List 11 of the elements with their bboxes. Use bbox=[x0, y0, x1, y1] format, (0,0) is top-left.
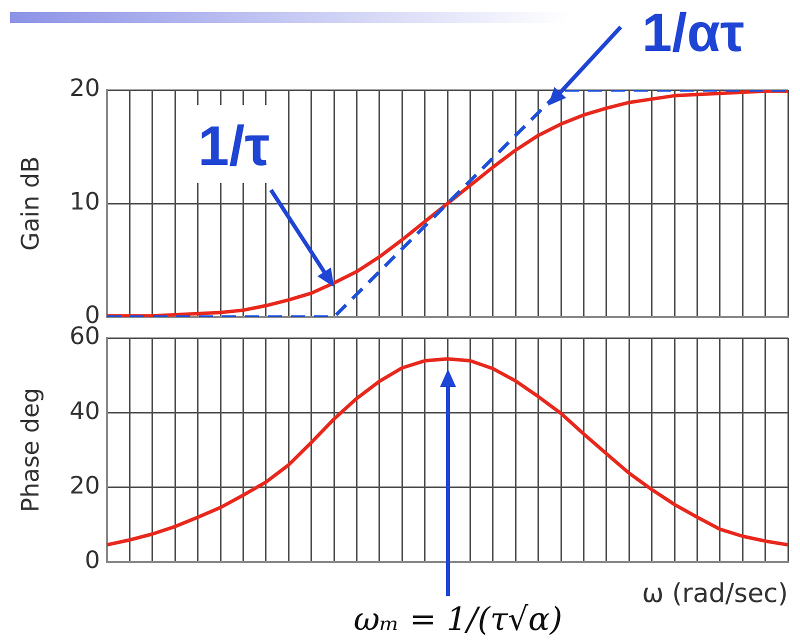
y-tick-label: 40 bbox=[69, 396, 100, 425]
text: 1/ατ bbox=[642, 3, 744, 63]
y-tick-label: 20 bbox=[69, 472, 100, 500]
annotation: 1/τ bbox=[198, 114, 270, 177]
text: ωₘ = 1/(τ√α) bbox=[354, 600, 562, 638]
y-tick-label: 10 bbox=[69, 188, 100, 216]
y-axis-title: Phase deg bbox=[16, 388, 45, 512]
y-tick-label: 20 bbox=[69, 74, 100, 102]
x-axis-title: ω (rad/sec) bbox=[642, 579, 788, 610]
y-tick-label: 0 bbox=[84, 546, 100, 574]
y-axis-title: Gain dB bbox=[16, 156, 45, 251]
